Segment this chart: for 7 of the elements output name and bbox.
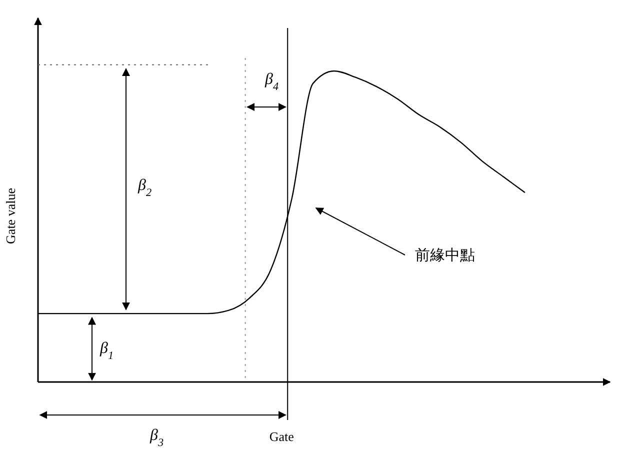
text: β$_{3}$ xyxy=(149,427,164,449)
annotation: β$_{1}$ xyxy=(99,340,114,362)
annotation: 前緣中點 xyxy=(415,246,475,264)
x-axis-title: Gate xyxy=(269,429,294,444)
annotation: β$_{2}$ xyxy=(137,177,152,199)
y-axis-title: Gate value xyxy=(3,188,18,244)
annotation: β$_{4}$ xyxy=(264,71,279,93)
